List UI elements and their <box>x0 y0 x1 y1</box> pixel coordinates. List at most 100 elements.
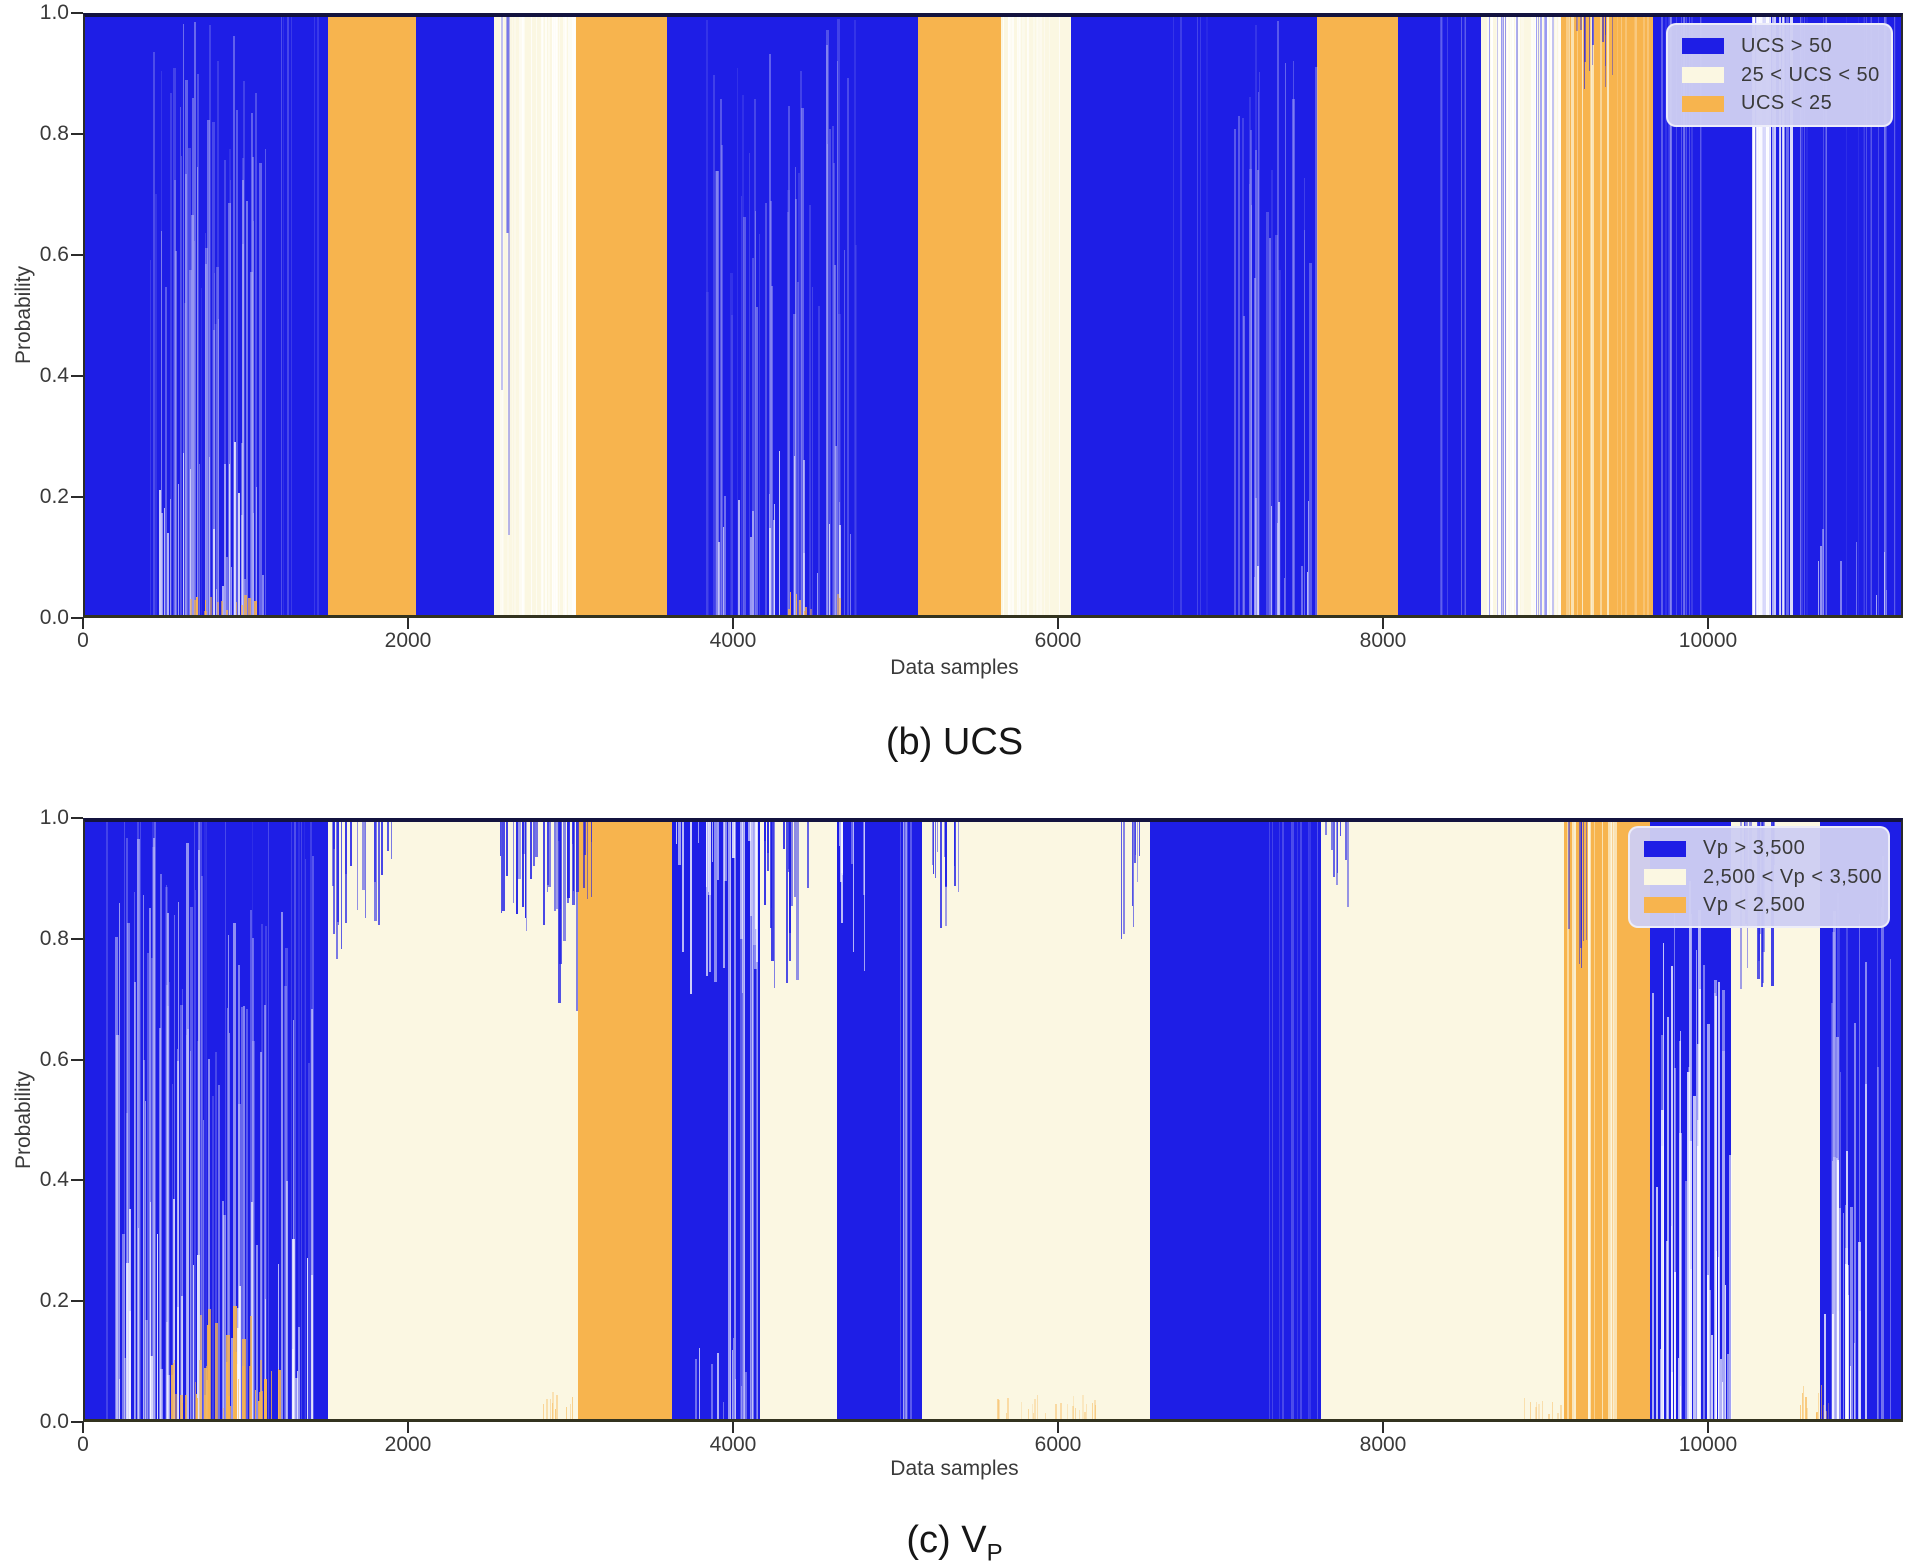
legend-item: 25 < UCS < 50 <box>1682 64 1881 87</box>
y-tick-mark <box>71 375 83 377</box>
y-tick-mark <box>71 254 83 256</box>
segment-band <box>667 17 919 615</box>
segment-band <box>671 822 761 1419</box>
caption-vp-text: (c) V <box>906 1519 987 1561</box>
legend-swatch <box>1682 38 1724 55</box>
plot-area-ucs <box>83 13 1903 618</box>
segment-band <box>1398 17 1482 615</box>
y-axis-label-ucs: Probability <box>12 265 35 365</box>
segment-band <box>918 17 1002 615</box>
segment-band <box>1070 17 1318 615</box>
y-tick-label: 0.4 <box>39 364 69 387</box>
legend-label: 25 < UCS < 50 <box>1741 63 1880 86</box>
caption-ucs-text: (b) UCS <box>885 721 1024 763</box>
segment-band <box>1560 17 1654 615</box>
caption-ucs: (b) UCS <box>0 721 1909 770</box>
x-tick-label: 0 <box>77 629 89 652</box>
x-tick-label: 10000 <box>1678 1433 1738 1456</box>
segment-band <box>85 17 329 615</box>
x-axis-label-ucs: Data samples <box>890 656 1019 679</box>
y-tick-mark <box>71 133 83 135</box>
legend-label: UCS > 50 <box>1741 34 1833 57</box>
segment-band <box>921 822 1151 1419</box>
x-tick-mark <box>732 1422 734 1433</box>
x-tick-mark <box>1707 618 1709 629</box>
segment-band <box>85 822 329 1419</box>
legend-swatch <box>1644 897 1686 914</box>
legend-label: UCS < 25 <box>1741 92 1833 115</box>
y-tick-mark <box>71 1300 83 1303</box>
x-tick-mark <box>1382 618 1384 629</box>
legend-swatch <box>1682 67 1724 83</box>
legend-vp: Vp > 3,500 2,500 < Vp < 3,500 Vp < 2,500 <box>1628 826 1890 928</box>
x-tick-label: 6000 <box>1034 629 1082 652</box>
y-tick-label: 0.8 <box>39 926 69 950</box>
segment-band <box>1150 822 1322 1419</box>
y-tick-label: 1.0 <box>39 806 69 829</box>
x-tick-mark <box>82 1422 84 1433</box>
legend-label: Vp < 2,500 <box>1703 893 1806 916</box>
x-tick-label: 8000 <box>1359 629 1407 652</box>
segment-band <box>1001 17 1072 615</box>
y-tick-mark <box>71 817 83 819</box>
y-tick-mark <box>71 1421 83 1423</box>
segment-band <box>577 822 673 1419</box>
segment-band <box>576 17 668 615</box>
y-tick-label: 0.2 <box>39 1289 69 1313</box>
x-tick-mark <box>1057 618 1059 629</box>
x-tick-mark <box>1707 1422 1709 1433</box>
legend-item: UCS < 25 <box>1682 92 1881 115</box>
segment-band <box>1481 17 1562 615</box>
legend-item: UCS > 50 <box>1682 35 1881 58</box>
x-tick-mark <box>1382 1422 1384 1433</box>
y-tick-label: 0.2 <box>39 485 69 508</box>
x-tick-label: 0 <box>77 1433 89 1456</box>
x-axis-label-vp: Data samples <box>890 1457 1019 1480</box>
y-tick-mark <box>71 617 83 619</box>
y-tick-mark <box>71 1058 83 1061</box>
y-axis-label-vp: Probability <box>12 1070 35 1170</box>
x-tick-label: 4000 <box>709 629 757 652</box>
x-tick-label: 8000 <box>1359 1433 1407 1456</box>
y-tick-label: 0.4 <box>39 1168 69 1192</box>
legend-label: Vp > 3,500 <box>1703 837 1806 860</box>
legend-label: 2,500 < Vp < 3,500 <box>1703 865 1883 888</box>
y-tick-label: 0.6 <box>39 243 69 266</box>
segment-band <box>328 17 417 615</box>
x-tick-mark <box>82 618 84 629</box>
legend-item: 2,500 < Vp < 3,500 <box>1644 866 1882 889</box>
caption-vp: (c) VP <box>0 1519 1909 1567</box>
segment-band <box>759 822 838 1419</box>
y-tick-label: 0.0 <box>39 606 69 629</box>
x-tick-mark <box>407 1422 409 1433</box>
segment-band <box>328 822 579 1419</box>
legend-swatch <box>1644 840 1686 857</box>
y-tick-mark <box>71 1179 83 1182</box>
x-tick-mark <box>1057 1422 1059 1433</box>
legend-ucs: UCS > 50 25 < UCS < 50 UCS < 25 <box>1666 23 1893 127</box>
y-tick-label: 0.0 <box>39 1410 69 1433</box>
segment-band <box>493 17 577 615</box>
x-tick-label: 6000 <box>1034 1433 1082 1456</box>
legend-item: Vp > 3,500 <box>1644 837 1878 860</box>
y-tick-label: 0.6 <box>39 1047 69 1071</box>
legend-swatch <box>1682 95 1724 112</box>
y-tick-label: 1.0 <box>39 1 69 24</box>
x-tick-mark <box>407 618 409 629</box>
y-tick-mark <box>71 12 83 14</box>
x-tick-label: 10000 <box>1678 629 1738 652</box>
x-tick-label: 2000 <box>384 629 432 652</box>
caption-vp-sub: P <box>986 1539 1003 1567</box>
segment-band <box>837 822 923 1419</box>
x-tick-label: 4000 <box>709 1433 757 1456</box>
y-tick-label: 0.8 <box>39 122 69 145</box>
legend-item: Vp < 2,500 <box>1644 894 1878 917</box>
legend-swatch <box>1644 869 1686 885</box>
segment-band <box>1317 17 1399 615</box>
x-tick-mark <box>732 618 734 629</box>
segment-band <box>415 17 495 615</box>
y-tick-mark <box>71 496 83 498</box>
y-tick-mark <box>71 937 83 940</box>
segment-band <box>1320 822 1565 1419</box>
